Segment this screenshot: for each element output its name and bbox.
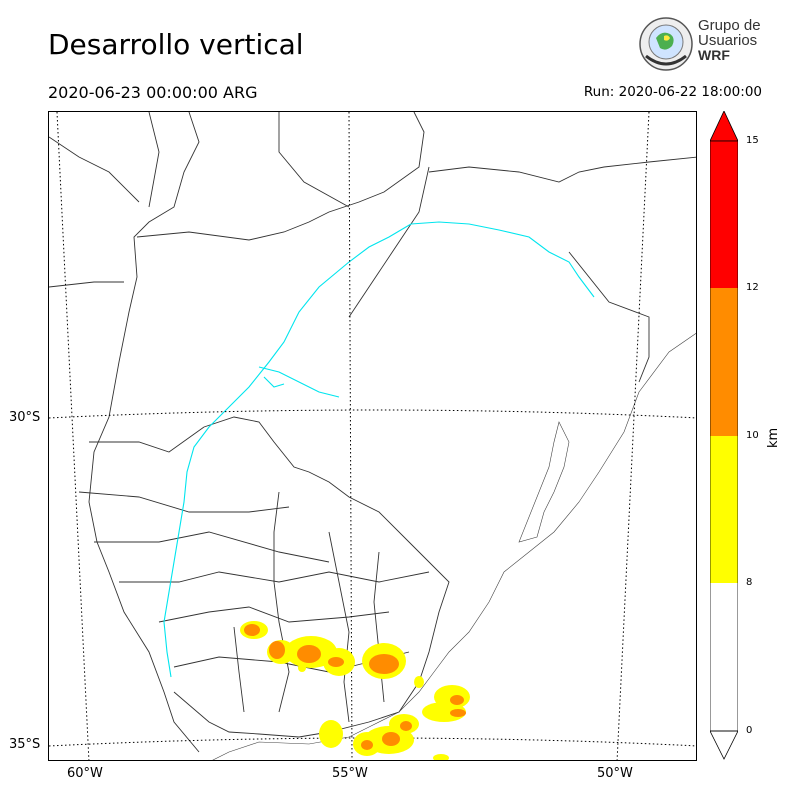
cell-orange-2: [269, 641, 285, 659]
cell-orange-5: [369, 654, 399, 674]
lagoa-dos-patos: [518, 421, 570, 543]
colorbar-tick-10: 10: [746, 430, 759, 441]
river-uruguay: [163, 223, 412, 678]
parallel-30s: [49, 409, 696, 419]
cells-10-12km: [244, 624, 466, 750]
colorbar-extend-under: [710, 730, 738, 760]
cell-orange-8: [400, 721, 412, 731]
colorbar-tick-15: 15: [746, 135, 759, 146]
colorbar-band-12-15: [710, 141, 738, 288]
lat-label-35s: 35°S: [9, 737, 41, 752]
lon-label-60w: 60°W: [67, 766, 103, 781]
border-north-1: [49, 136, 140, 203]
border-uruguay-north: [173, 416, 450, 738]
logo: Grupo de Usuarios WRF: [638, 16, 768, 74]
border-misiones: [136, 112, 425, 241]
border-argentina-5: [158, 606, 390, 623]
logo-line-2: Usuarios: [698, 32, 758, 49]
border-uruguay-depts: [273, 491, 290, 713]
rivers: [163, 221, 595, 678]
border-uruguay-depts-4: [233, 626, 245, 713]
lon-label-55w: 55°W: [332, 766, 368, 781]
border-uruguay-depts-3: [373, 551, 385, 703]
border-argentina-2: [78, 491, 290, 513]
border-argentina-1: [89, 426, 205, 453]
cell-yellow-8: [422, 702, 466, 722]
map-canvas: [49, 112, 696, 760]
colorbar-tick-0: 0: [746, 725, 753, 736]
lon-label-50w: 50°W: [597, 766, 633, 781]
colorbar-tick-8: 8: [746, 577, 753, 588]
cell-orange-1: [244, 624, 260, 636]
cell-orange-7: [450, 709, 466, 717]
cell-orange-3: [297, 645, 321, 663]
border-argentina-4: [119, 571, 430, 583]
cell-orange-6: [450, 695, 464, 705]
colorbar-unit: km: [766, 427, 781, 448]
river-ibicui: [258, 366, 340, 398]
border-rs-inner: [348, 166, 430, 318]
logo-line-3: WRF: [698, 47, 730, 63]
river-upper: [410, 221, 595, 298]
cell-yellow-12: [319, 720, 343, 748]
map-title: Desarrollo vertical: [48, 28, 304, 61]
colorbar-band-0-8: [710, 583, 738, 731]
border-north-4: [428, 156, 696, 183]
cell-yellow-14: [298, 664, 306, 672]
cell-yellow-13: [433, 754, 449, 760]
colorbar-band-8-10: [710, 436, 738, 583]
cell-orange-4: [328, 657, 344, 667]
logo-globe-icon: [639, 17, 693, 71]
meridian-55w: [348, 112, 353, 760]
cell-orange-10: [361, 740, 373, 750]
colorbar-extend-over: [710, 111, 738, 142]
border-brazil-west: [88, 112, 200, 753]
border-north-3: [278, 112, 350, 208]
colorbar-band-10-12: [710, 288, 738, 436]
border-paraguay-line: [49, 281, 124, 288]
lat-label-30s: 30°S: [9, 410, 41, 425]
border-uruguay-depts-2: [328, 531, 350, 723]
river-ibicui-2: [263, 376, 285, 388]
border-north-2: [148, 112, 160, 208]
cell-orange-9: [382, 732, 400, 746]
colorbar-tick-12: 12: [746, 282, 759, 293]
meridian-60w: [56, 112, 90, 760]
valid-time: 2020-06-23 00:00:00 ARG: [48, 83, 258, 102]
cell-yellow-6: [414, 676, 424, 688]
logo-line-1: Grupo de: [698, 17, 761, 34]
meridian-50w: [616, 112, 650, 760]
run-time: Run: 2020-06-22 18:00:00: [583, 84, 762, 100]
border-argentina-3: [94, 531, 330, 563]
map-area: [48, 111, 697, 761]
colorbar: [710, 111, 738, 760]
border-rs-east: [568, 251, 650, 383]
